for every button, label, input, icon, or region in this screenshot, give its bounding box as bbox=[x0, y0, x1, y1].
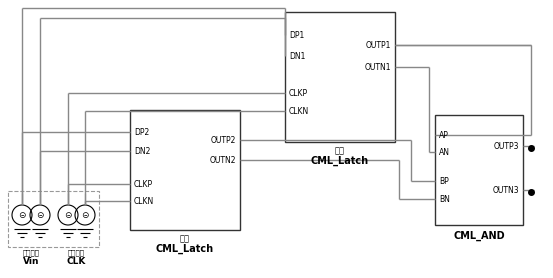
Text: OUTP3: OUTP3 bbox=[493, 142, 519, 151]
Text: ⊝: ⊝ bbox=[36, 210, 44, 220]
Text: OUTN3: OUTN3 bbox=[492, 186, 519, 195]
Text: 差分时钟: 差分时钟 bbox=[68, 249, 85, 255]
Text: DN2: DN2 bbox=[134, 147, 150, 156]
Text: CLKP: CLKP bbox=[289, 89, 308, 98]
Text: Vin: Vin bbox=[23, 257, 39, 266]
Bar bbox=[130, 110, 240, 230]
Text: ⊝: ⊝ bbox=[64, 210, 72, 220]
Text: BP: BP bbox=[439, 177, 448, 186]
Text: DP2: DP2 bbox=[134, 128, 149, 136]
Text: ⊝: ⊝ bbox=[81, 210, 88, 220]
Text: AN: AN bbox=[439, 148, 450, 157]
Bar bbox=[8, 191, 99, 247]
Text: 差分信号: 差分信号 bbox=[23, 249, 39, 255]
Text: CML_Latch: CML_Latch bbox=[311, 156, 369, 166]
Text: CML_AND: CML_AND bbox=[453, 231, 505, 241]
Text: OUTN1: OUTN1 bbox=[364, 63, 391, 72]
Text: BN: BN bbox=[439, 195, 450, 203]
Text: 单级: 单级 bbox=[335, 146, 345, 155]
Text: CLKN: CLKN bbox=[289, 107, 309, 116]
Text: ⊝: ⊝ bbox=[18, 210, 26, 220]
Text: AP: AP bbox=[439, 131, 449, 140]
Bar bbox=[435, 115, 523, 225]
Bar bbox=[285, 12, 395, 142]
Text: CML_Latch: CML_Latch bbox=[156, 244, 214, 254]
Text: CLKN: CLKN bbox=[134, 197, 154, 206]
Text: DN1: DN1 bbox=[289, 52, 305, 61]
Text: OUTN2: OUTN2 bbox=[210, 157, 236, 165]
Text: CLK: CLK bbox=[67, 257, 86, 266]
Text: OUTP2: OUTP2 bbox=[211, 136, 236, 145]
Text: 两级: 两级 bbox=[180, 234, 190, 243]
Text: DP1: DP1 bbox=[289, 31, 304, 40]
Text: CLKP: CLKP bbox=[134, 180, 153, 189]
Text: OUTP1: OUTP1 bbox=[366, 41, 391, 49]
